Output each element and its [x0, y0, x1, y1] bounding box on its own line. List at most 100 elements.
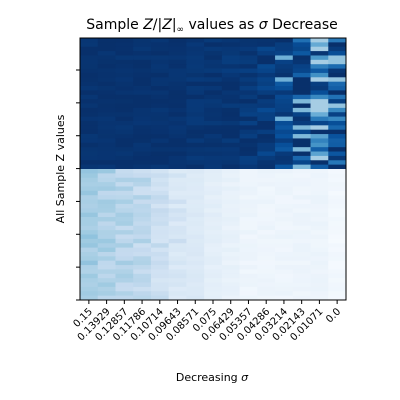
heatmap-cell — [80, 265, 98, 270]
heatmap-cell — [80, 269, 98, 274]
heatmap-cell — [328, 60, 346, 65]
heatmap-cell — [169, 243, 187, 248]
heatmap-cell — [222, 208, 240, 213]
heatmap-cell — [80, 156, 98, 161]
heatmap-cell — [186, 269, 204, 274]
heatmap-cell — [133, 278, 151, 283]
heatmap-cell — [204, 38, 222, 43]
heatmap-cell — [80, 274, 98, 279]
heatmap-cell — [240, 125, 258, 130]
heatmap-cell — [133, 217, 151, 222]
heatmap-cell — [204, 130, 222, 135]
heatmap-cell — [204, 200, 222, 205]
heatmap-cell — [151, 230, 169, 235]
heatmap-cell — [98, 73, 116, 78]
heatmap-cell — [98, 239, 116, 244]
heatmap-cell — [222, 248, 240, 253]
heatmap-cell — [98, 169, 116, 174]
heatmap-cell — [328, 182, 346, 187]
heatmap-cell — [169, 221, 187, 226]
heatmap-cell — [311, 104, 329, 109]
heatmap-cell — [98, 42, 116, 47]
heatmap-cell — [311, 112, 329, 117]
heatmap-cell — [169, 138, 187, 143]
heatmap-cell — [257, 230, 275, 235]
heatmap-cell — [293, 112, 311, 117]
heatmap-cell — [311, 213, 329, 218]
heatmap-cell — [293, 134, 311, 139]
heatmap-cell — [257, 195, 275, 200]
heatmap-cell — [222, 160, 240, 165]
heatmap-cell — [257, 82, 275, 87]
heatmap-cell — [133, 130, 151, 135]
heatmap-cell — [293, 239, 311, 244]
heatmap-cell — [186, 82, 204, 87]
heatmap-cell — [186, 235, 204, 240]
heatmap-cell — [293, 143, 311, 148]
heatmap-cell — [293, 69, 311, 74]
heatmap-cell — [80, 138, 98, 143]
heatmap-cell — [80, 200, 98, 205]
heatmap-cell — [133, 173, 151, 178]
heatmap-cell — [311, 108, 329, 113]
heatmap-cell — [311, 186, 329, 191]
heatmap-cell — [328, 160, 346, 165]
heatmap-cell — [115, 278, 133, 283]
heatmap-cell — [115, 230, 133, 235]
heatmap-cell — [240, 47, 258, 52]
heatmap-cell — [98, 221, 116, 226]
heatmap-cell — [311, 178, 329, 183]
heatmap-cell — [222, 117, 240, 122]
heatmap-cell — [115, 99, 133, 104]
heatmap-cell — [240, 261, 258, 266]
heatmap-cell — [133, 200, 151, 205]
heatmap-cell — [240, 278, 258, 283]
heatmap-cell — [275, 125, 293, 130]
heatmap-cell — [133, 252, 151, 257]
heatmap-cell — [293, 169, 311, 174]
heatmap-cell — [151, 283, 169, 288]
heatmap-cell — [293, 195, 311, 200]
heatmap-cell — [222, 256, 240, 261]
heatmap-cell — [293, 152, 311, 157]
heatmap-cell — [275, 217, 293, 222]
heatmap-cell — [98, 186, 116, 191]
heatmap-cell — [169, 160, 187, 165]
heatmap-cell — [186, 156, 204, 161]
heatmap-cell — [133, 283, 151, 288]
heatmap-cell — [311, 125, 329, 130]
heatmap-cell — [222, 226, 240, 231]
heatmap-cell — [257, 269, 275, 274]
heatmap-cell — [222, 104, 240, 109]
heatmap-cell — [240, 121, 258, 126]
heatmap-cell — [115, 138, 133, 143]
heatmap-cell — [240, 169, 258, 174]
heatmap-cell — [222, 77, 240, 82]
heatmap-cell — [186, 182, 204, 187]
heatmap-cell — [169, 235, 187, 240]
heatmap-cell — [98, 47, 116, 52]
heatmap-cell — [80, 147, 98, 152]
heatmap-cell — [98, 130, 116, 135]
heatmap-cell — [311, 134, 329, 139]
heatmap-cell — [257, 69, 275, 74]
heatmap-cell — [257, 51, 275, 56]
heatmap-cell — [169, 112, 187, 117]
heatmap-cell — [293, 217, 311, 222]
heatmap-cell — [311, 195, 329, 200]
heatmap-cell — [311, 64, 329, 69]
heatmap-cell — [98, 64, 116, 69]
heatmap-cell — [275, 134, 293, 139]
heatmap-cell — [133, 178, 151, 183]
heatmap-cell — [204, 278, 222, 283]
heatmap-cell — [169, 230, 187, 235]
heatmap-cell — [240, 55, 258, 60]
heatmap-cell — [115, 248, 133, 253]
heatmap-cell — [293, 248, 311, 253]
heatmap-cell — [80, 186, 98, 191]
heatmap-cell — [240, 178, 258, 183]
heatmap-cell — [293, 235, 311, 240]
heatmap-cell — [186, 252, 204, 257]
heatmap-cell — [293, 60, 311, 65]
heatmap-cell — [328, 77, 346, 82]
